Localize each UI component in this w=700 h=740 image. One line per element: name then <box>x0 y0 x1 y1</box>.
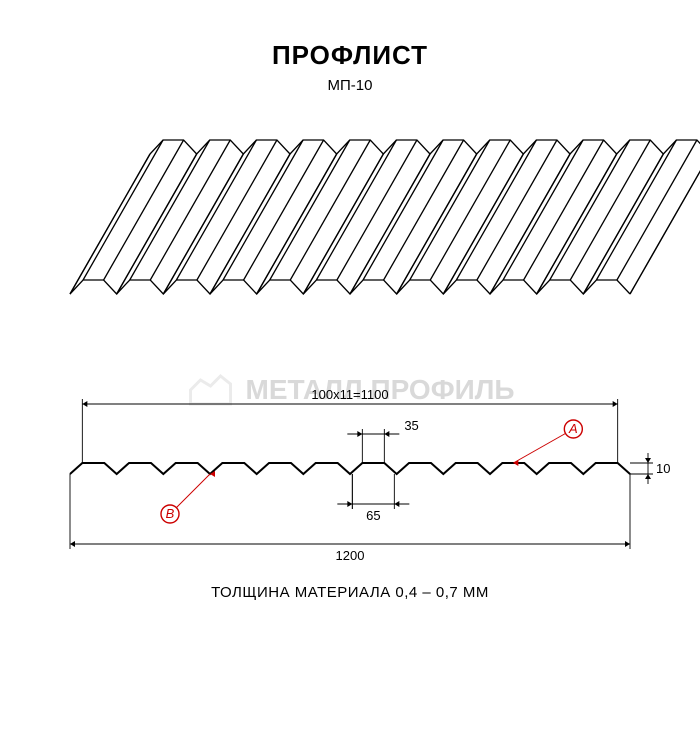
svg-text:A: A <box>568 421 578 436</box>
svg-text:65: 65 <box>366 508 380 523</box>
page-title: ПРОФЛИСТ <box>0 40 700 71</box>
isometric-view <box>0 124 700 324</box>
page-subtitle: МП-10 <box>0 77 700 94</box>
thickness-note: ТОЛЩИНА МАТЕРИАЛА 0,4 – 0,7 ММ <box>0 584 700 601</box>
svg-text:10: 10 <box>656 461 670 476</box>
svg-text:100x11=1100: 100x11=1100 <box>311 387 388 402</box>
svg-text:35: 35 <box>404 418 418 433</box>
cross-section-view: 100x11=1100 35 65 10 1200 A B <box>0 344 700 574</box>
svg-text:B: B <box>166 506 175 521</box>
svg-text:1200: 1200 <box>336 548 365 563</box>
